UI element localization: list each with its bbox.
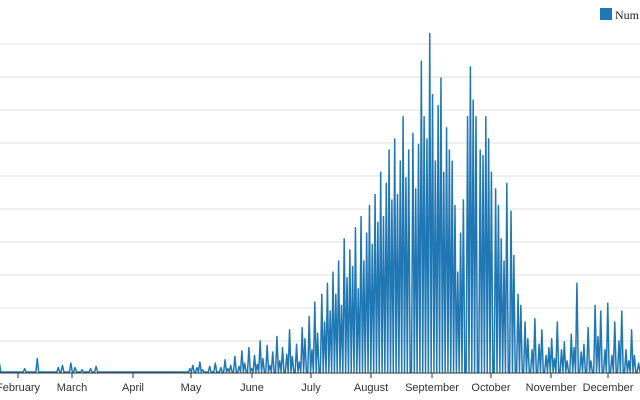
x-tick-label-july: July [301,382,321,394]
x-tick-label-august: August [354,382,388,394]
x-tick-label-april: April [122,382,144,394]
x-tick-label-may: May [181,382,202,394]
legend-label-num: Num [615,8,640,22]
x-tick-label-september: September [405,382,459,394]
x-tick-label-february: February [0,382,41,394]
x-tick-label-october: October [471,382,510,394]
x-tick-label-november: November [526,382,577,394]
series-line-num [0,32,640,373]
x-axis: February March April May June July August Septe… [0,372,640,394]
grid-lines [0,43,640,342]
x-tick-label-june: June [240,382,264,394]
legend: Num [600,8,640,22]
legend-swatch [600,8,612,20]
x-tick-label-march: March [57,382,88,394]
series-layer [0,32,640,373]
x-tick-label-december: December [583,382,634,394]
